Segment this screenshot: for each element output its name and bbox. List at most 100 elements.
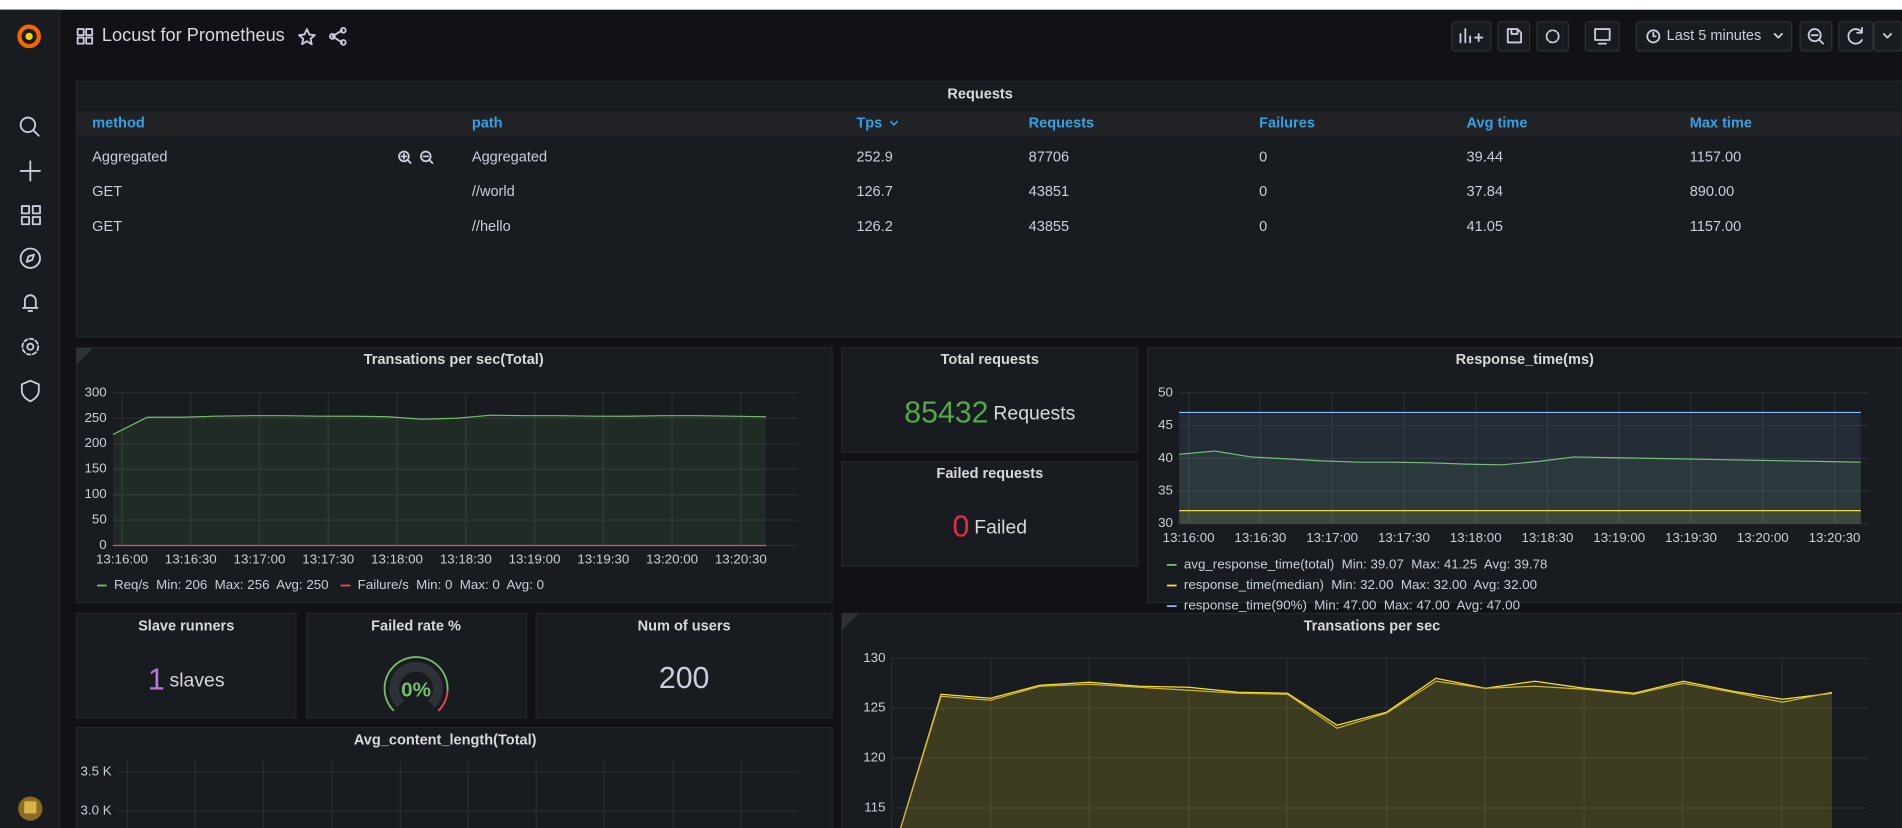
x-tick-label: 13:17:00 (234, 552, 286, 567)
table-cell: 1157.00 (1690, 219, 1742, 235)
y-tick-label: 115 (864, 800, 885, 815)
y-tick-label: 50 (1158, 384, 1173, 399)
zoom-out-button[interactable] (1799, 21, 1833, 52)
refresh-icon (1847, 26, 1863, 45)
explore-icon-needle (25, 253, 35, 263)
table: method path Tps Requests Failures Avg time Max… (92, 116, 1752, 235)
filter-in-icon[interactable] (398, 150, 410, 163)
y-tick-label: 150 (84, 461, 106, 476)
stat-number: 85432 (904, 397, 988, 430)
settings-icon (1545, 29, 1560, 44)
column-header: Tps (856, 116, 882, 132)
chevron (1882, 33, 1892, 39)
table-cell: GET (92, 184, 122, 200)
table-cell: 126.2 (856, 219, 892, 235)
table-cell: Aggregated (92, 149, 167, 165)
panel-title: Transations per sec(Total) (364, 352, 544, 368)
clock-icon (1646, 29, 1661, 44)
clock-hands (1652, 31, 1657, 38)
column-header: path (472, 116, 503, 132)
refresh-button[interactable] (1838, 21, 1874, 52)
stat-unit: Failed (974, 517, 1027, 539)
save-button[interactable] (1497, 21, 1531, 52)
series-line (112, 414, 767, 436)
series-line (1179, 450, 1861, 466)
panel-title: Requests (947, 86, 1013, 102)
create-icon[interactable] (19, 160, 41, 182)
y-tick-label: 3.0 K (80, 802, 111, 817)
dashboards-icon[interactable] (20, 205, 41, 226)
chart-panel (1146, 347, 1902, 604)
legend-label[interactable]: response_time(90%) (1184, 598, 1307, 613)
y-tick-label: 300 (84, 384, 106, 399)
share-node (339, 26, 347, 34)
table-cell: 39.44 (1467, 149, 1503, 165)
panel-title: Response_time(ms) (1456, 352, 1594, 368)
x-tick-label: 13:18:30 (1522, 530, 1574, 545)
time-picker[interactable] (1635, 21, 1793, 52)
admin-icon[interactable] (20, 379, 40, 403)
dashboard-title[interactable]: Locust for Prometheus (102, 25, 285, 45)
gauge-threshold (437, 690, 449, 712)
x-tick-label: 13:18:00 (371, 552, 423, 567)
panel-title: Num of users (638, 619, 731, 635)
gauge-label: 0% (401, 678, 431, 701)
stat-value: 85432 Requests (904, 397, 1075, 430)
legend-stats: Min: 206 Max: 256 Avg: 250 (156, 577, 328, 592)
alerting-icon[interactable] (22, 294, 39, 312)
gauge-track (389, 661, 443, 708)
stat-number: 0 (953, 511, 970, 544)
stat-number: 200 (659, 662, 710, 695)
legend-label[interactable]: avg_response_time(total) (1184, 556, 1334, 571)
y-tick-label: 125 (863, 700, 885, 715)
tv-mode-button[interactable] (1584, 21, 1620, 52)
chart-panel (841, 612, 1902, 828)
stat-value: 200 (659, 662, 710, 695)
legend-item: Failure/s Min: 0 Max: 0 Avg: 0 (340, 577, 544, 592)
column-header: Requests (1029, 116, 1095, 132)
chart-panel (75, 347, 833, 604)
add-panel-icon (1459, 28, 1484, 44)
star-icon[interactable] (298, 28, 316, 46)
x-tick-label: 13:17:30 (302, 552, 354, 567)
dashboard-icon (76, 28, 94, 45)
stat-panel (535, 612, 833, 719)
stat-value: 1 slaves (148, 663, 225, 696)
legend-label[interactable]: Failure/s (358, 577, 409, 592)
table-cell: 0 (1259, 219, 1267, 235)
save-icon (1506, 28, 1523, 44)
x-tick-label: 13:19:00 (509, 552, 561, 567)
legend-item: response_time(90%) Min: 47.00 Max: 47.00 … (1166, 598, 1520, 613)
x-tick-label: 13:16:00 (1163, 530, 1215, 545)
y-tick-label: 100 (84, 486, 106, 501)
table-header (77, 111, 1901, 136)
settings-button[interactable] (1536, 21, 1570, 52)
add-panel-button[interactable] (1451, 21, 1492, 52)
x-tick-label: 13:20:00 (1737, 530, 1789, 545)
y-tick-label: 35 (1158, 482, 1173, 497)
sort-indicator[interactable] (889, 120, 899, 126)
panel-title: Failed rate % (371, 619, 461, 635)
share-icon[interactable] (331, 29, 343, 44)
tv-icon (1594, 28, 1611, 45)
legend-item: Req/s Min: 206 Max: 256 Avg: 250 (97, 577, 329, 592)
series-area (891, 678, 1832, 828)
logo-core (25, 32, 33, 41)
column-header: Failures (1259, 116, 1315, 132)
legend-label[interactable]: Req/s (114, 577, 149, 592)
filter-out-icon[interactable] (420, 150, 432, 163)
panel-title: Transations per sec (1304, 619, 1441, 635)
y-tick-label: 50 (92, 512, 107, 527)
filter-out-lines (422, 155, 434, 164)
legend-label[interactable]: response_time(median) (1184, 577, 1324, 592)
search-icon[interactable] (19, 116, 37, 134)
explore-icon[interactable] (19, 247, 41, 269)
config-icon[interactable] (21, 337, 40, 356)
panel-title: Avg_content_length(Total) (354, 733, 537, 749)
time-range[interactable]: Last 5 minutes (1667, 28, 1762, 44)
y-tick-label: 40 (1158, 450, 1173, 465)
table-cell: 0 (1259, 184, 1267, 200)
zoom-out-icon (1807, 28, 1822, 43)
logo[interactable] (17, 24, 41, 49)
